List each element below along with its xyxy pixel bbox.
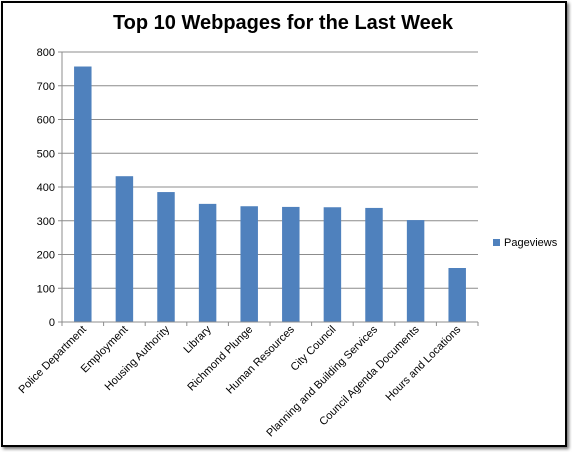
bar: [323, 207, 342, 322]
y-axis: 0 100 200 300 400 500 600 700 800: [37, 47, 63, 329]
bar: [74, 66, 92, 322]
legend-label: Pageviews: [504, 237, 558, 249]
bars: [74, 66, 466, 322]
gridlines: [62, 51, 478, 289]
y-tick-label: 200: [37, 250, 55, 262]
y-tick-label: 400: [37, 182, 55, 194]
y-tick-label: 800: [37, 47, 55, 59]
bar: [240, 206, 258, 322]
bar: [198, 203, 217, 322]
bar: [406, 220, 425, 322]
bar: [365, 207, 383, 322]
x-tick-label: Hours and Locations: [383, 323, 463, 403]
y-tick-label: 500: [37, 148, 55, 160]
y-tick-label: 100: [37, 283, 55, 295]
bar: [448, 268, 466, 322]
legend-swatch: [493, 239, 500, 246]
bar: [157, 192, 175, 322]
x-tick-label: Library: [181, 323, 214, 356]
y-tick-label: 600: [37, 115, 55, 127]
legend: Pageviews: [493, 237, 558, 249]
y-tick-label: 300: [37, 216, 55, 228]
y-tick-label: 700: [37, 81, 55, 93]
y-tick-label: 0: [49, 317, 55, 329]
bar: [282, 206, 300, 322]
x-tick-label: Police Department: [16, 324, 88, 396]
chart-title: Top 10 Webpages for the Last Week: [112, 12, 454, 34]
bar: [115, 176, 134, 322]
